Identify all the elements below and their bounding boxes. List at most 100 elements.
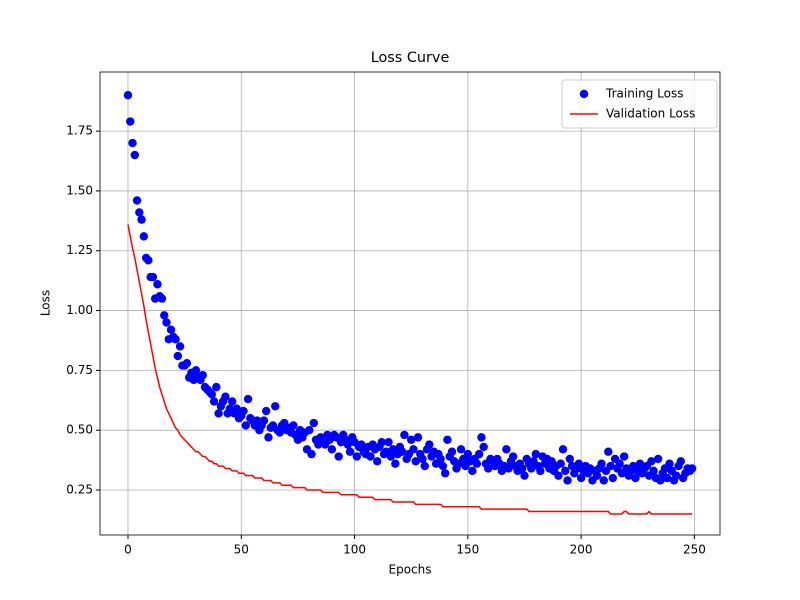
y-tick-label: 1.25 bbox=[66, 243, 93, 257]
point bbox=[366, 452, 375, 461]
point bbox=[307, 449, 316, 459]
y-tick-label: 0.50 bbox=[66, 423, 93, 437]
point bbox=[137, 215, 146, 224]
point bbox=[384, 437, 393, 447]
point bbox=[576, 473, 586, 483]
point bbox=[504, 464, 513, 473]
point bbox=[574, 459, 584, 468]
point bbox=[687, 464, 697, 473]
point bbox=[531, 449, 541, 459]
point bbox=[599, 476, 608, 485]
x-axis-label: Epochs bbox=[389, 563, 432, 577]
point bbox=[463, 449, 473, 459]
chart-title: Loss Curve bbox=[371, 50, 450, 66]
point bbox=[456, 445, 466, 454]
point bbox=[397, 447, 407, 456]
point bbox=[672, 471, 681, 480]
point bbox=[130, 150, 139, 160]
legend: Training Loss Validation Loss bbox=[561, 79, 718, 129]
point bbox=[391, 459, 400, 468]
point bbox=[563, 476, 572, 485]
point bbox=[484, 464, 493, 473]
point bbox=[357, 440, 366, 449]
point bbox=[406, 435, 416, 444]
point bbox=[228, 397, 237, 406]
point bbox=[561, 466, 570, 476]
point bbox=[264, 433, 273, 442]
point bbox=[212, 382, 221, 392]
point bbox=[527, 464, 536, 473]
point bbox=[259, 416, 269, 425]
point bbox=[676, 457, 686, 466]
y-tick-label: 0.75 bbox=[66, 363, 93, 377]
legend-box bbox=[561, 79, 718, 129]
point bbox=[162, 318, 171, 327]
point bbox=[166, 325, 176, 334]
point bbox=[160, 311, 169, 320]
point bbox=[123, 91, 133, 100]
point bbox=[182, 358, 192, 368]
point bbox=[128, 138, 137, 148]
legend-label: Training Loss bbox=[605, 87, 683, 101]
point bbox=[241, 421, 250, 430]
point bbox=[139, 232, 149, 241]
point bbox=[309, 418, 318, 428]
point bbox=[409, 445, 418, 454]
point bbox=[468, 466, 477, 476]
point bbox=[631, 473, 640, 483]
x-tick-label: 0 bbox=[124, 543, 132, 557]
point bbox=[508, 452, 518, 461]
x-tick-label: 50 bbox=[234, 543, 249, 557]
point bbox=[472, 459, 482, 468]
point bbox=[135, 208, 144, 217]
point bbox=[400, 430, 409, 440]
point bbox=[647, 457, 656, 466]
point bbox=[153, 280, 162, 289]
point bbox=[243, 394, 253, 404]
point bbox=[126, 117, 135, 126]
point bbox=[132, 196, 142, 205]
point bbox=[305, 425, 314, 435]
point bbox=[261, 406, 271, 416]
point bbox=[556, 459, 565, 468]
point bbox=[592, 471, 602, 480]
point bbox=[619, 452, 629, 461]
point bbox=[558, 445, 568, 454]
point bbox=[239, 406, 248, 416]
x-tick-label: 100 bbox=[343, 543, 366, 557]
x-tick-label: 150 bbox=[456, 543, 479, 557]
point bbox=[474, 449, 484, 459]
point bbox=[214, 409, 223, 418]
point bbox=[425, 440, 434, 449]
y-tick-label: 0.25 bbox=[66, 483, 93, 497]
y-tick-label: 1.00 bbox=[66, 303, 93, 317]
point bbox=[373, 457, 382, 466]
point bbox=[656, 476, 665, 485]
point bbox=[271, 402, 280, 411]
point bbox=[649, 466, 658, 476]
point bbox=[536, 466, 545, 476]
point bbox=[653, 454, 663, 464]
point bbox=[345, 447, 355, 456]
point bbox=[520, 471, 529, 480]
point bbox=[175, 342, 185, 351]
point bbox=[447, 447, 457, 456]
legend-label: Validation Loss bbox=[606, 107, 695, 121]
point bbox=[275, 428, 284, 437]
point bbox=[606, 461, 615, 471]
point bbox=[144, 256, 153, 265]
point bbox=[352, 452, 362, 461]
point bbox=[289, 421, 298, 430]
point bbox=[207, 390, 217, 399]
point bbox=[479, 442, 488, 452]
point bbox=[663, 473, 672, 483]
scatter-series bbox=[123, 91, 697, 485]
point bbox=[173, 351, 183, 361]
point bbox=[209, 397, 219, 406]
point bbox=[615, 459, 624, 468]
point bbox=[157, 294, 167, 303]
point bbox=[191, 366, 201, 375]
point bbox=[377, 437, 386, 447]
